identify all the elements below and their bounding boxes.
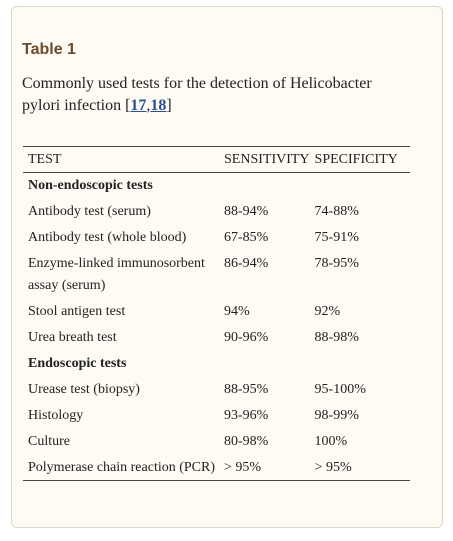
specificity-value: > 95% bbox=[314, 459, 352, 475]
column-header-sensitivity: SENSITIVITY bbox=[219, 146, 310, 173]
test-name: Antibody test (whole blood) bbox=[28, 229, 187, 245]
specificity-value: 95-100% bbox=[314, 381, 366, 397]
reference-link-18[interactable]: 18 bbox=[150, 97, 167, 114]
specificity-value: 100% bbox=[314, 433, 348, 449]
caption-close: ] bbox=[166, 97, 172, 114]
caption-separator: , bbox=[146, 97, 151, 114]
sensitivity-value: 88-95% bbox=[224, 381, 269, 397]
table-row: Urea breath test 90-96% 88-98% bbox=[23, 325, 410, 351]
specificity-value: 75-91% bbox=[314, 229, 359, 245]
table-row: Culture 80-98% 100% bbox=[23, 429, 410, 455]
table-row: Polymerase chain reaction (PCR) > 95% > … bbox=[23, 455, 410, 481]
specificity-value: 98-99% bbox=[314, 407, 359, 423]
sensitivity-value: 88-94% bbox=[224, 203, 269, 219]
reference-link-17[interactable]: 17 bbox=[130, 97, 147, 114]
test-name: Polymerase chain reaction (PCR) bbox=[28, 459, 216, 475]
test-name: Stool antigen test bbox=[28, 303, 126, 319]
table-row: Stool antigen test 94% 92% bbox=[23, 299, 410, 325]
sensitivity-value: 67-85% bbox=[224, 229, 269, 245]
sensitivity-value: 93-96% bbox=[224, 407, 269, 423]
caption-text: Commonly used tests for the detection of… bbox=[22, 75, 372, 114]
test-name: Histology bbox=[28, 407, 84, 423]
section-row: Non-endoscopic tests bbox=[23, 173, 410, 199]
specificity-value: 88-98% bbox=[314, 329, 359, 345]
header-row: TEST SENSITIVITY SPECIFICITY bbox=[23, 146, 410, 173]
sensitivity-value: 90-96% bbox=[224, 329, 269, 345]
sensitivity-value: 86-94% bbox=[224, 255, 269, 271]
table-row: Enzyme-linked immunosorbent assay (serum… bbox=[23, 251, 410, 299]
column-header-test: TEST bbox=[23, 146, 219, 173]
sensitivity-value: 94% bbox=[224, 303, 250, 319]
table-label: Table 1 bbox=[22, 41, 76, 58]
table-row: Antibody test (whole blood) 67-85% 75-91… bbox=[23, 225, 410, 251]
table-row: Histology 93-96% 98-99% bbox=[23, 403, 410, 429]
test-name: Urea breath test bbox=[28, 329, 117, 345]
specificity-value: 92% bbox=[314, 303, 341, 319]
tests-table: TEST SENSITIVITY SPECIFICITY Non-endosco… bbox=[23, 146, 410, 481]
test-name: Enzyme-linked immunosorbent assay (serum… bbox=[28, 255, 205, 293]
table-caption: Commonly used tests for the detection of… bbox=[22, 73, 412, 117]
table-card bbox=[11, 6, 443, 528]
section-title: Non-endoscopic tests bbox=[28, 178, 153, 193]
section-row: Endoscopic tests bbox=[23, 351, 410, 377]
test-name: Antibody test (serum) bbox=[28, 203, 151, 219]
specificity-value: 78-95% bbox=[314, 255, 359, 271]
test-name: Culture bbox=[28, 433, 70, 449]
table-row: Urease test (biopsy) 88-95% 95-100% bbox=[23, 377, 410, 403]
test-name: Urease test (biopsy) bbox=[28, 381, 140, 397]
table-row: Antibody test (serum) 88-94% 74-88% bbox=[23, 199, 410, 225]
sensitivity-value: > 95% bbox=[224, 459, 262, 475]
section-title: Endoscopic tests bbox=[28, 355, 127, 371]
sensitivity-value: 80-98% bbox=[224, 433, 269, 449]
specificity-value: 74-88% bbox=[314, 203, 359, 219]
column-header-specificity: SPECIFICITY bbox=[309, 146, 410, 173]
